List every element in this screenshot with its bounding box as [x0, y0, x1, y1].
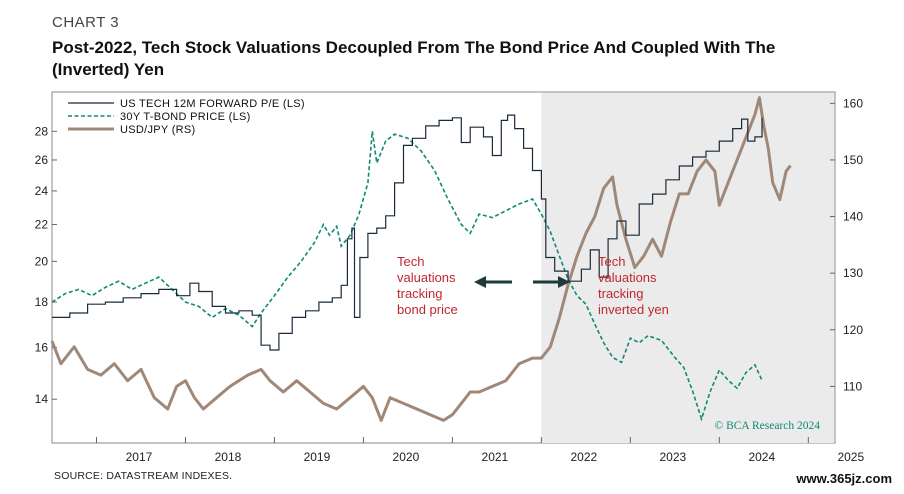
- x-tick-label: 2018: [215, 450, 242, 464]
- annotation-left-line: Tech: [397, 254, 424, 269]
- right-tick-label: 150: [843, 153, 863, 167]
- legend-label: 30Y T-BOND PRICE (LS): [120, 111, 251, 123]
- right-tick-label: 110: [843, 379, 862, 393]
- x-tick-label: 2021: [482, 450, 509, 464]
- series-line-30y-t-bond-price-ls: [51, 131, 763, 422]
- right-tick-label: 140: [843, 210, 863, 224]
- series-line-us-tech-12m-forward-p-e-ls: [52, 114, 763, 351]
- arrow-right-head: [558, 276, 570, 288]
- credit-label: © BCA Research 2024: [714, 420, 820, 432]
- left-tick-label: 16: [35, 341, 49, 355]
- annotation-right-line: Tech: [598, 254, 625, 269]
- x-tick-label: 2025: [837, 450, 864, 464]
- chart-title: Post-2022, Tech Stock Valuations Decoupl…: [52, 38, 776, 79]
- arrow-left-head: [474, 276, 486, 288]
- annotation-left-line: bond price: [397, 302, 458, 317]
- left-tick-label: 20: [35, 254, 49, 268]
- left-tick-label: 28: [35, 124, 49, 138]
- x-tick-label: 2022: [571, 450, 598, 464]
- x-tick-label: 2017: [126, 450, 153, 464]
- x-tick-label: 2020: [393, 450, 420, 464]
- shaded-region: [541, 93, 834, 443]
- x-tick-label: 2019: [304, 450, 331, 464]
- annotation-right-line: inverted yen: [598, 302, 669, 317]
- source-note: SOURCE: DATASTREAM INDEXES.: [54, 470, 233, 482]
- x-tick-label: 2023: [659, 450, 686, 464]
- left-tick-label: 14: [35, 392, 49, 406]
- series-layer: [50, 96, 792, 422]
- chart-label: CHART 3: [52, 14, 120, 31]
- annotation-right-line: tracking: [598, 286, 644, 301]
- left-tick-label: 24: [35, 184, 49, 198]
- annotation-left-line: tracking: [397, 286, 443, 301]
- plot-frame: [51, 91, 836, 444]
- legend-label: USD/JPY (RS): [120, 124, 196, 136]
- watermark: www.365jz.com: [796, 471, 892, 486]
- left-tick-label: 18: [35, 295, 49, 309]
- x-tick-label: 2024: [748, 450, 775, 464]
- right-tick-label: 120: [843, 323, 863, 337]
- annotation-left-line: valuations: [397, 270, 456, 285]
- legend-label: US TECH 12M FORWARD P/E (LS): [120, 98, 305, 110]
- right-tick-label: 130: [843, 266, 863, 280]
- series-line-usd-jpy-rs: [50, 96, 792, 422]
- left-tick-label: 22: [35, 218, 49, 232]
- right-tick-label: 160: [843, 96, 863, 110]
- left-tick-label: 26: [35, 153, 49, 167]
- legend: US TECH 12M FORWARD P/E (LS)30Y T-BOND P…: [68, 98, 305, 136]
- annotation-right-line: valuations: [598, 270, 657, 285]
